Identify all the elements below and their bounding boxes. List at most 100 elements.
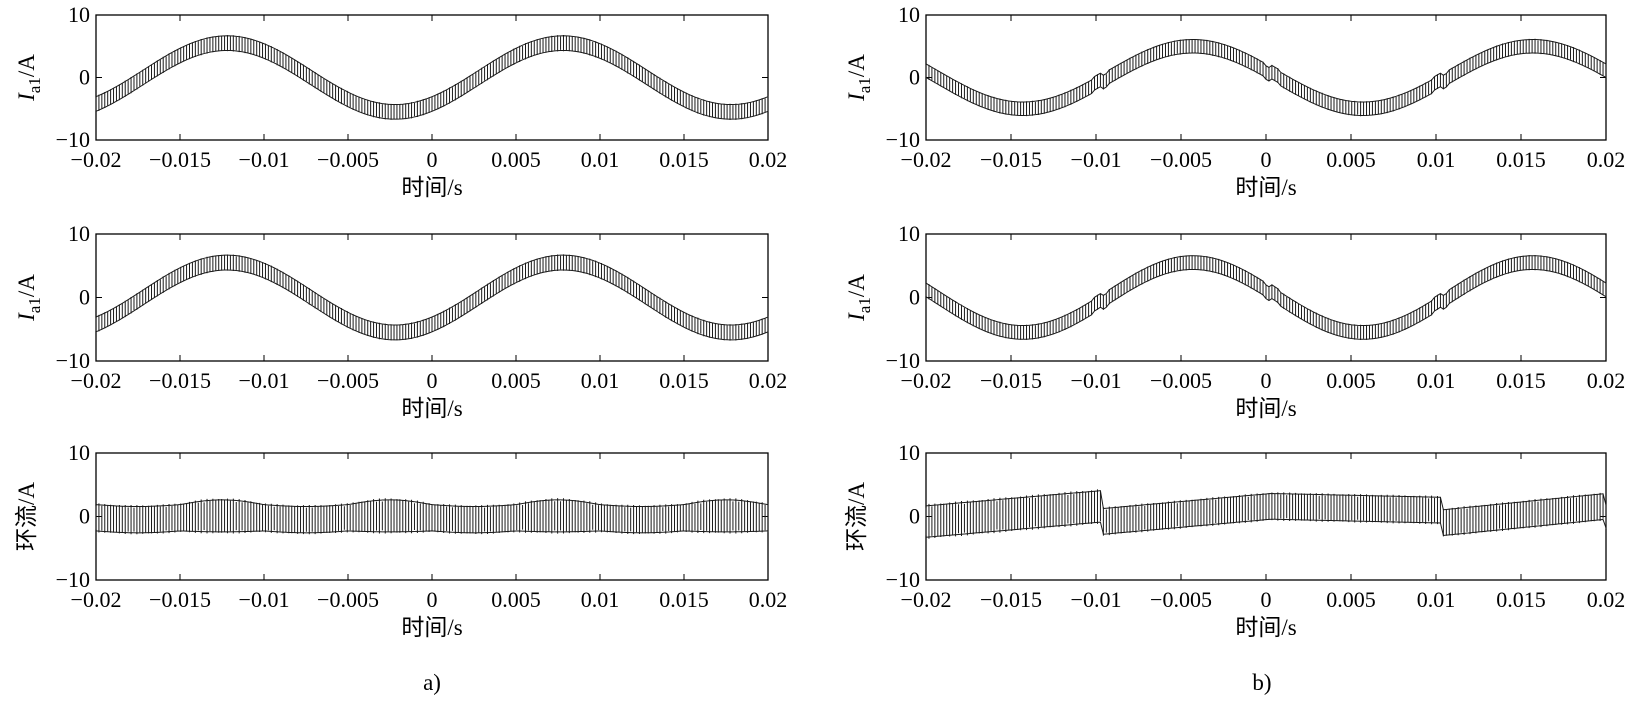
- x-axis-title: 时间/s: [1235, 396, 1296, 421]
- x-tick-label: −0.015: [980, 368, 1042, 393]
- waveform-b-3: [925, 489, 1607, 539]
- envelope-lower: [925, 518, 1607, 538]
- y-tick-label: 10: [68, 440, 90, 465]
- y-axis-title: Ia1/A: [14, 274, 44, 322]
- x-tick-label: −0.01: [1071, 587, 1122, 612]
- x-axis-title: 时间/s: [401, 396, 462, 421]
- y-axis-title: 环流/A: [844, 482, 869, 551]
- waveform-a-2: [95, 254, 769, 341]
- x-tick-label: 0.005: [491, 587, 541, 612]
- y-tick-label: 0: [909, 504, 920, 529]
- x-tick-label: −0.01: [239, 587, 290, 612]
- subplot-a-2: −0.02 −0.015 −0.01 −0.005 0 0.005 0.01 0.015 0.0…: [14, 221, 787, 421]
- x-tick-label: 0.015: [659, 368, 709, 393]
- waveform-b-2: [925, 254, 1607, 340]
- waveform-a-3: [95, 498, 769, 535]
- y-tick-label: −10: [56, 348, 90, 373]
- x-axis-title: 时间/s: [1235, 615, 1296, 640]
- x-tick-label: −0.01: [1071, 368, 1122, 393]
- plot-frame: [95, 14, 769, 141]
- x-tick-label: 0.02: [749, 147, 788, 172]
- x-tick-label: −0.005: [317, 147, 379, 172]
- y-tick-label: 0: [909, 285, 920, 310]
- y-tick-label: −10: [886, 567, 920, 592]
- x-axis-title: 时间/s: [401, 175, 462, 200]
- y-tick-label: 0: [909, 65, 920, 90]
- subplot-b-2: −0.02 −0.015 −0.01 −0.005 0 0.005 0.01 0.015 0.0…: [844, 221, 1625, 421]
- envelope-upper: [95, 35, 769, 106]
- x-tick-label: 0.015: [1496, 147, 1546, 172]
- x-tick-label: 0.02: [1587, 368, 1626, 393]
- y-tick-label: −10: [886, 127, 920, 152]
- x-axis-title: 时间/s: [401, 615, 462, 640]
- x-tick-label: −0.005: [1150, 147, 1212, 172]
- x-tick-label: 0.015: [1496, 368, 1546, 393]
- y-tick-label: 10: [68, 221, 90, 246]
- x-tick-label: 0.015: [1496, 587, 1546, 612]
- x-tick-label: −0.01: [1071, 147, 1122, 172]
- x-tick-label: −0.005: [317, 587, 379, 612]
- x-tick-label: −0.005: [1150, 368, 1212, 393]
- y-axis-title: Ia1/A: [844, 274, 874, 322]
- x-tick-label: 0: [427, 587, 438, 612]
- envelope-upper: [925, 490, 1607, 511]
- x-tick-label: 0.015: [659, 147, 709, 172]
- envelope-upper: [925, 255, 1607, 327]
- x-tick-label: −0.015: [980, 147, 1042, 172]
- x-tick-label: 0: [1261, 587, 1272, 612]
- y-tick-label: −10: [56, 567, 90, 592]
- x-tick-label: −0.015: [980, 587, 1042, 612]
- x-tick-label: 0.01: [1417, 147, 1456, 172]
- x-tick-label: 0.02: [749, 587, 788, 612]
- x-tick-label: 0.005: [1326, 147, 1376, 172]
- subplot-b-3: −0.02 −0.015 −0.01 −0.005 0 0.005 0.01 0.015 0.0…: [844, 440, 1625, 640]
- x-tick-label: −0.02: [71, 368, 122, 393]
- envelope-upper: [95, 254, 769, 326]
- envelope-lower: [95, 530, 769, 534]
- x-tick-label: −0.02: [901, 147, 952, 172]
- x-tick-label: 0: [1261, 368, 1272, 393]
- envelope-lower: [95, 49, 769, 120]
- y-axis-title: 环流/A: [14, 482, 39, 551]
- envelope-lower: [925, 52, 1607, 117]
- waveform-b-1: [925, 38, 1607, 117]
- x-tick-label: −0.01: [239, 147, 290, 172]
- x-tick-label: −0.005: [1150, 587, 1212, 612]
- caption-b: b): [1252, 670, 1271, 695]
- envelope-upper: [925, 38, 1607, 103]
- x-tick-label: 0: [427, 368, 438, 393]
- x-tick-label: 0.02: [749, 368, 788, 393]
- y-tick-label: 0: [79, 504, 90, 529]
- subplot-a-1: −0.02 −0.015 −0.01 −0.005 0 0.005 0.01 0.015 0.0…: [14, 2, 787, 200]
- y-tick-label: 10: [898, 2, 920, 27]
- plot-frame: [95, 233, 769, 362]
- x-tick-label: 0.01: [1417, 368, 1456, 393]
- envelope-lower: [925, 268, 1607, 340]
- y-tick-label: 0: [79, 65, 90, 90]
- x-tick-label: 0.005: [491, 368, 541, 393]
- x-tick-label: 0.01: [581, 147, 620, 172]
- x-tick-label: 0.01: [1417, 587, 1456, 612]
- caption-a: a): [423, 670, 441, 695]
- envelope-upper: [95, 499, 769, 508]
- x-tick-label: −0.02: [71, 587, 122, 612]
- x-tick-label: −0.02: [901, 368, 952, 393]
- waveform-a-1: [95, 35, 769, 120]
- x-axis-title: 时间/s: [1235, 175, 1296, 200]
- x-tick-label: 0.005: [1326, 368, 1376, 393]
- x-tick-label: −0.01: [239, 368, 290, 393]
- x-tick-label: 0.015: [659, 587, 709, 612]
- y-tick-label: −10: [886, 348, 920, 373]
- y-axis-title: Ia1/A: [14, 54, 44, 102]
- x-tick-label: 0: [427, 147, 438, 172]
- x-tick-label: −0.02: [901, 587, 952, 612]
- x-tick-label: 0.02: [1587, 587, 1626, 612]
- x-tick-label: 0.005: [1326, 587, 1376, 612]
- x-tick-label: 0.01: [581, 368, 620, 393]
- x-tick-label: −0.02: [71, 147, 122, 172]
- y-tick-label: 0: [79, 285, 90, 310]
- x-tick-label: 0.005: [491, 147, 541, 172]
- subplot-a-3: −0.02 −0.015 −0.01 −0.005 0 0.005 0.01 0.015 0.0…: [14, 440, 787, 640]
- x-tick-label: 0.02: [1587, 147, 1626, 172]
